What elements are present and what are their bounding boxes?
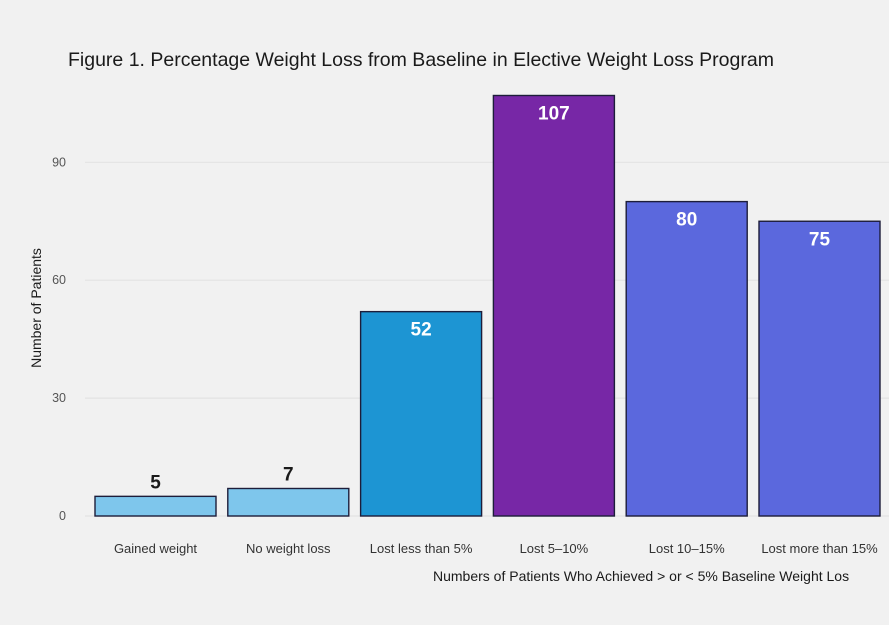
x-tick-label: Lost less than 5% (370, 541, 473, 556)
bar (625, 200, 748, 517)
data-label: 80 (676, 210, 697, 231)
bar (758, 220, 881, 517)
data-label: 107 (538, 103, 570, 124)
bar (94, 495, 217, 517)
y-axis-title: Number of Patients (28, 248, 44, 368)
x-axis-title: Numbers of Patients Who Achieved > or < … (433, 568, 849, 584)
x-tick-label: Lost 10–15% (649, 541, 725, 556)
data-labels: 5 7 52 107 80 75 (150, 103, 830, 493)
x-tick-label: No weight loss (246, 541, 331, 556)
data-label: 75 (809, 229, 831, 250)
x-tick-label: Gained weight (114, 541, 197, 556)
bar (227, 487, 350, 517)
bar (359, 310, 483, 517)
y-axis-ticks: 0 30 60 90 (52, 155, 66, 523)
data-label: 5 (150, 472, 161, 493)
data-label: 52 (411, 320, 432, 341)
bars (94, 94, 881, 517)
y-tick-label: 0 (59, 509, 66, 523)
y-tick-label: 90 (52, 155, 66, 169)
bar (492, 94, 616, 517)
x-tick-label: Lost more than 15% (761, 541, 878, 556)
gridlines (85, 161, 889, 517)
x-axis-tick-labels: Gained weight No weight loss Lost less tha… (114, 541, 878, 556)
y-tick-label: 60 (52, 273, 66, 287)
y-tick-label: 30 (52, 391, 66, 405)
data-label: 7 (283, 464, 294, 485)
chart-title: Figure 1. Percentage Weight Loss from Ba… (68, 49, 774, 71)
x-tick-label: Lost 5–10% (520, 541, 589, 556)
